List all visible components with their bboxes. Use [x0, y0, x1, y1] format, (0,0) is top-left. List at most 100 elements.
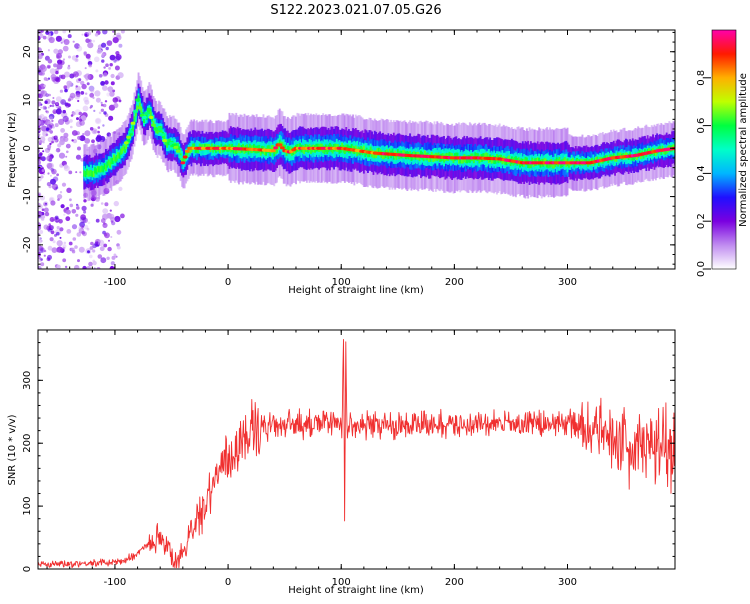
spectrogram-ridge-cell — [92, 170, 95, 177]
spectrogram-noise-blob — [115, 51, 120, 56]
spectrogram-ridge-cell — [143, 116, 145, 123]
spectrogram-noise-blob — [40, 156, 46, 162]
spectrogram-noise-blob — [46, 182, 52, 187]
spectrogram-noise-blob — [40, 175, 44, 179]
spectrogram-noise-blob — [85, 92, 88, 95]
spectrogram-ridge-cell — [138, 102, 141, 109]
spectrogram-y-tick-label: 0 — [22, 145, 33, 151]
spectrogram-ridge-cell — [524, 157, 527, 165]
spectrogram-noise-blob — [80, 214, 86, 221]
spectrogram-noise-blob — [65, 155, 68, 158]
spectrogram-noise-blob — [83, 96, 89, 103]
spectrogram-noise-blob — [83, 224, 89, 230]
spectrogram-ridge-cell — [106, 161, 109, 168]
spectrogram-noise-blob — [74, 264, 80, 269]
spectrogram-noise-blob — [71, 209, 77, 214]
spectrogram-noise-blob — [56, 63, 63, 70]
spectrogram-noise-blob — [48, 93, 51, 97]
spectrogram-y-axis-label: Frequency (Hz) — [7, 112, 18, 188]
spectrogram-noise-blob — [112, 30, 115, 33]
spectrogram-noise-blob — [43, 254, 46, 257]
spectrogram-noise-blob — [40, 30, 44, 33]
spectrogram-noise-blob — [87, 250, 90, 254]
spectrogram-noise-blob — [46, 155, 53, 162]
spectrogram-noise-blob — [113, 200, 120, 207]
spectrogram-ridge-cell — [388, 148, 391, 157]
spectrogram-noise-blob — [89, 92, 95, 98]
spectrogram-core-cell — [175, 149, 181, 153]
spectrogram-noise-blob — [56, 53, 60, 57]
spectrogram-core-cell — [280, 146, 285, 150]
spectrogram-noise-blob — [56, 231, 60, 236]
snr-y-tick-label: 200 — [22, 434, 33, 453]
spectrogram-noise-blob — [110, 236, 113, 238]
spectrogram-noise-blob — [90, 88, 95, 93]
spectrogram-noise-blob — [54, 233, 57, 237]
spectrogram-noise-blob — [78, 226, 83, 231]
spectrogram-core-cell — [130, 121, 136, 125]
spectrogram-noise-blob — [50, 200, 56, 206]
spectrogram-ridge-cell — [568, 161, 570, 168]
spectrogram-noise-blob — [66, 187, 72, 193]
spectrogram-ridge-cell — [119, 148, 122, 155]
spectrogram-noise-blob — [92, 39, 96, 43]
spectrogram-noise-blob — [47, 136, 53, 143]
spectrogram-noise-blob — [43, 173, 45, 176]
spectrogram-noise-blob — [87, 31, 92, 36]
spectrogram-noise-blob — [54, 135, 58, 139]
spectrogram-noise-blob — [100, 218, 106, 224]
spectrogram-core-cell — [270, 149, 276, 153]
snr-x-tick-label: 200 — [445, 577, 464, 588]
spectrogram-noise-blob — [94, 90, 101, 97]
spectrogram-noise-blob — [89, 106, 92, 109]
spectrogram-noise-blob — [80, 80, 85, 86]
spectrogram-ridge-cell — [485, 152, 487, 161]
snr-y-axis-label: SNR (10 * v/v) — [7, 414, 18, 485]
spectrogram-ridge-cell — [303, 146, 306, 154]
spectrogram-ridge-cell — [107, 159, 110, 166]
spectrogram-noise-blob — [68, 55, 71, 59]
spectrogram-noise-blob — [45, 202, 47, 205]
spectrogram-noise-blob — [113, 253, 117, 257]
spectrogram-noise-blob — [116, 245, 121, 250]
spectrogram-ridge-cell — [631, 154, 634, 161]
spectrogram-noise-blob — [81, 230, 85, 235]
spectrogram-noise-blob — [114, 55, 121, 62]
spectrogram-noise-blob — [38, 101, 42, 107]
spectrogram-ridge-cell — [633, 154, 635, 161]
spectrogram-ridge-cell — [448, 151, 451, 160]
spectrogram-ridge-cell — [164, 132, 167, 145]
spectrogram-noise-blob — [42, 72, 45, 76]
spectrogram-ridge-cell — [144, 112, 147, 119]
spectrogram-noise-blob — [100, 108, 105, 113]
spectrogram-noise-blob — [54, 123, 59, 128]
spectrogram-ridge-cell — [84, 171, 87, 178]
spectrogram-noise-blob — [100, 81, 105, 86]
spectrogram-noise-blob — [102, 124, 105, 127]
spectrogram-noise-blob — [109, 62, 113, 67]
spectrogram-ridge-cell — [100, 165, 103, 172]
spectrogram-noise-blob — [79, 135, 86, 142]
spectrogram-noise-blob — [44, 100, 48, 104]
spectrogram-ridge-cell — [186, 151, 189, 158]
spectrogram-y-tick-label: -20 — [22, 237, 33, 253]
spectrogram-noise-blob — [100, 202, 104, 205]
spectrogram-noise-blob — [64, 88, 68, 93]
spectrogram-y-tick-label: -10 — [22, 188, 33, 204]
spectrogram-noise-blob — [47, 144, 52, 149]
spectrogram-noise-blob — [82, 105, 89, 112]
spectrogram-ridge-cell — [149, 111, 152, 118]
spectrogram-noise-blob — [49, 130, 53, 134]
spectrogram-noise-blob — [41, 169, 45, 173]
spectrogram-x-tick-label: 100 — [332, 277, 351, 288]
spectrogram-noise-blob — [60, 74, 66, 80]
spectrogram-noise-blob — [80, 216, 87, 224]
spectrogram-ridge-cell — [109, 161, 111, 168]
spectrogram-noise-blob — [55, 149, 58, 152]
spectrogram-noise-blob — [56, 240, 63, 247]
spectrogram-core-cell — [135, 98, 141, 102]
spectrogram-noise-blob — [108, 115, 114, 121]
spectrogram-noise-blob — [100, 257, 107, 264]
spectrogram-noise-blob — [44, 211, 50, 217]
spectrogram-ridge-cell — [95, 168, 98, 175]
